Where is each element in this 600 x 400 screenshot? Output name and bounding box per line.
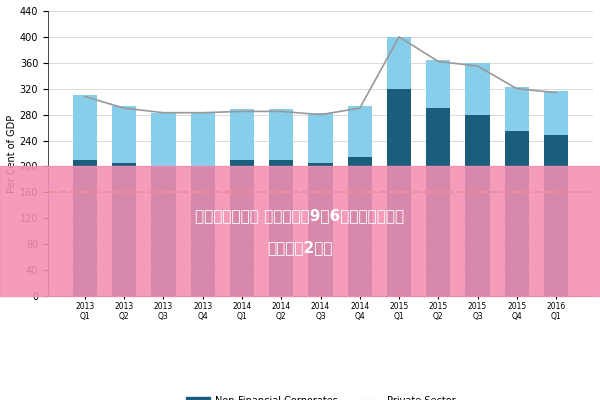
Private Sector — [513, 86, 520, 91]
Bar — [269, 110, 293, 160]
Private Sector — [81, 94, 88, 99]
Private Sector — [160, 110, 167, 115]
Legend: Non-Financial Corporates, Households, Private Sector, EU Threshold: Non-Financial Corporates, Households, Pr… — [182, 392, 459, 400]
Bar — [466, 63, 490, 115]
Private Sector — [435, 59, 442, 64]
Bar — [426, 108, 451, 296]
Bar — [466, 115, 490, 296]
Private Sector — [474, 64, 481, 68]
Y-axis label: Per Cent of GDP: Per Cent of GDP — [7, 114, 17, 193]
Line: Private Sector: Private Sector — [85, 37, 556, 115]
Private Sector — [278, 109, 285, 114]
Private Sector — [317, 112, 324, 117]
Bar — [544, 135, 568, 296]
Private Sector — [395, 34, 403, 39]
Bar — [151, 166, 176, 296]
Bar — [191, 113, 215, 166]
Bar — [73, 160, 97, 296]
Bar — [308, 163, 332, 296]
Bar — [112, 106, 136, 163]
Bar — [505, 131, 529, 296]
EU Threshold — [81, 190, 88, 195]
Bar — [191, 166, 215, 296]
Bar — [269, 160, 293, 296]
Bar — [151, 113, 176, 166]
Bar — [230, 110, 254, 160]
Private Sector — [356, 106, 364, 110]
Private Sector — [199, 110, 206, 115]
Text: 如何股票加杠杆 祥和实业：9月6日高管汤娇增持: 如何股票加杠杆 祥和实业：9月6日高管汤娇增持 — [196, 208, 404, 223]
Bar — [73, 95, 97, 160]
Private Sector — [553, 90, 560, 95]
Bar — [387, 37, 411, 89]
Bar — [426, 60, 451, 108]
Bar — [230, 160, 254, 296]
Bar — [505, 87, 529, 131]
Bar — [308, 113, 332, 163]
Bar — [387, 89, 411, 296]
Private Sector — [238, 109, 245, 114]
EU Threshold — [121, 190, 128, 195]
Private Sector — [121, 106, 128, 110]
Bar — [544, 91, 568, 135]
Bar — [347, 106, 372, 157]
Bar — [347, 157, 372, 296]
Bar — [112, 163, 136, 296]
Text: 股份合计2万股: 股份合计2万股 — [267, 240, 333, 255]
